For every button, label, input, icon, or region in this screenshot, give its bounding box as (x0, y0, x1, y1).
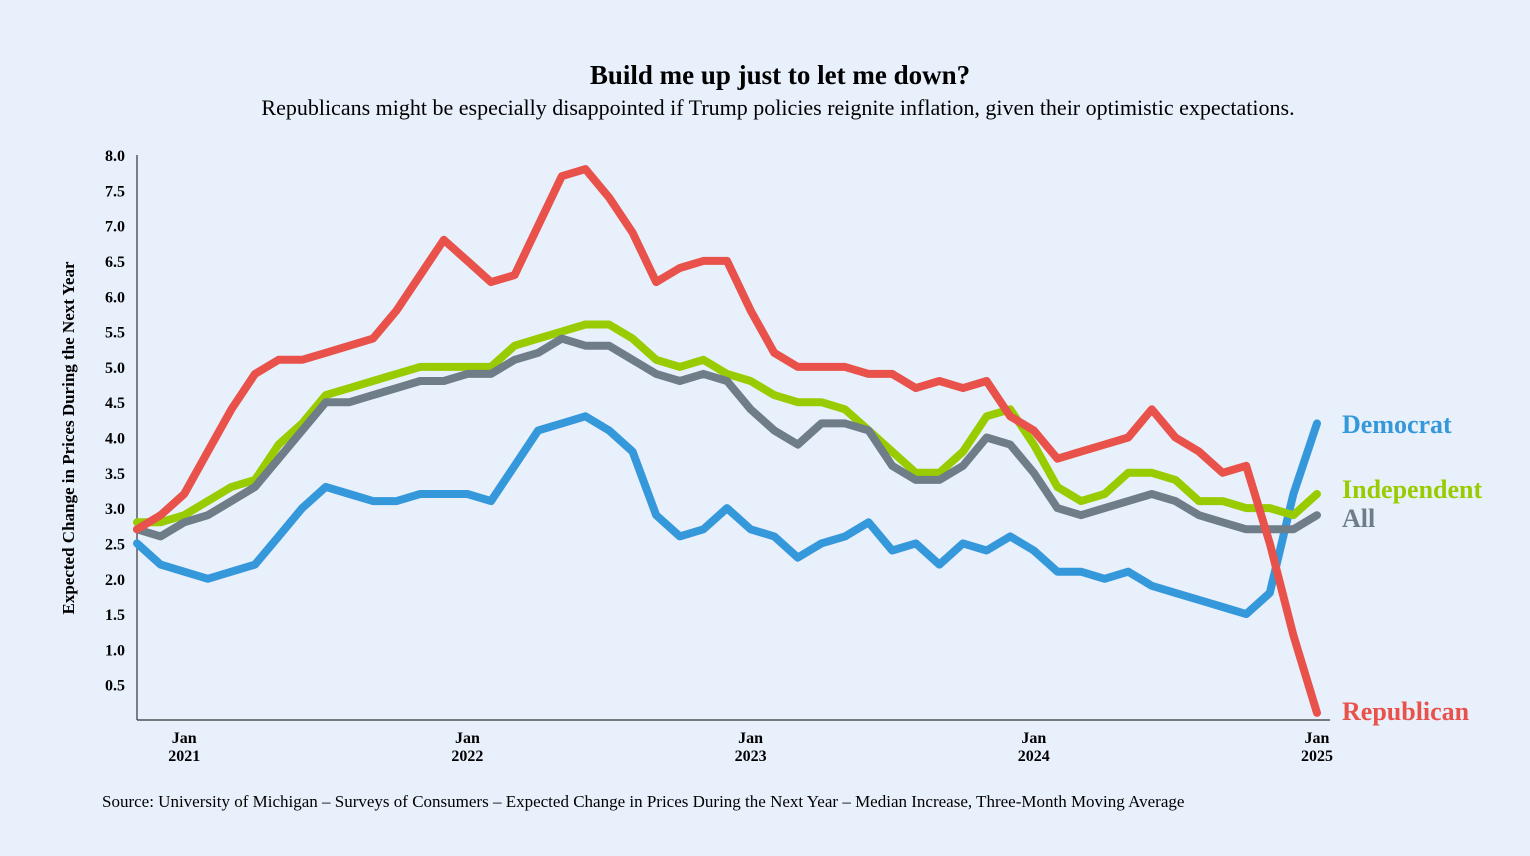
x-tick-month: Jan (1021, 730, 1046, 747)
y-tick-label: 4.0 (105, 431, 125, 448)
y-tick-label: 3.0 (105, 501, 125, 518)
series-line-republican (133, 165, 1321, 717)
x-tick-year: 2021 (168, 748, 200, 765)
y-tick-label: 4.5 (105, 395, 125, 412)
y-tick-label: 7.5 (105, 183, 125, 200)
series-label-democrat: Democrat (1342, 410, 1452, 439)
y-tick-label: 5.5 (105, 325, 125, 342)
series-line-democrat (133, 412, 1321, 619)
series-lines (133, 165, 1321, 717)
y-tick-label: 6.0 (105, 289, 125, 306)
y-axis-label: Expected Change in Prices During the Nex… (59, 261, 78, 614)
y-tick-label: 5.0 (105, 360, 125, 377)
series-label-all: All (1342, 504, 1375, 533)
series-label-republican: Republican (1342, 697, 1470, 726)
x-tick-year: 2024 (1018, 748, 1050, 765)
x-tick-year: 2023 (735, 748, 767, 765)
y-tick-label: 7.0 (105, 219, 125, 236)
x-tick-month: Jan (1305, 730, 1330, 747)
y-tick-label: 6.5 (105, 254, 125, 271)
axes (136, 155, 1330, 721)
x-tick-year: 2025 (1301, 748, 1333, 765)
x-tick-year: 2022 (451, 748, 483, 765)
series-line-independent (133, 320, 1321, 527)
y-tick-label: 1.0 (105, 642, 125, 659)
y-tick-label: 2.5 (105, 536, 125, 553)
x-tick-month: Jan (738, 730, 763, 747)
chart-subtitle: Republicans might be especially disappoi… (261, 95, 1294, 120)
y-tick-label: 0.5 (105, 678, 125, 695)
series-line-all (133, 334, 1321, 541)
chart-title: Build me up just to let me down? (590, 60, 970, 90)
y-tick-label: 3.5 (105, 466, 125, 483)
y-tick-label: 2.0 (105, 572, 125, 589)
source-note: Source: University of Michigan – Surveys… (102, 792, 1184, 811)
y-tick-label: 8.0 (105, 148, 125, 165)
series-label-independent: Independent (1342, 475, 1482, 504)
y-ticks: 0.5 1.0 1.5 2.0 2.5 3.0 3.5 4.0 4.5 5.0 5.5 6.0 6.5 7… (105, 148, 125, 695)
y-tick-label: 1.5 (105, 607, 125, 624)
x-tick-month: Jan (172, 730, 197, 747)
x-tick-month: Jan (455, 730, 480, 747)
